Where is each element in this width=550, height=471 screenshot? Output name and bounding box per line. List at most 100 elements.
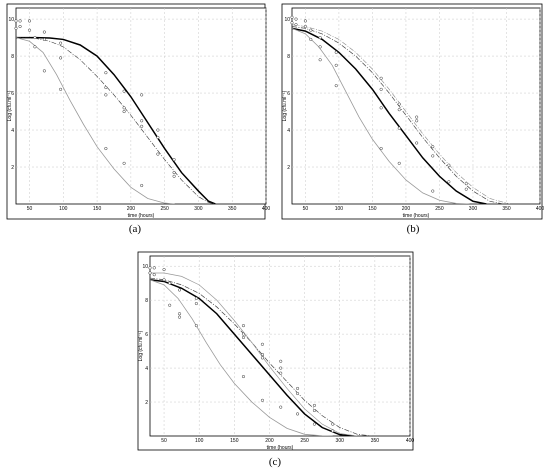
data-point (379, 146, 383, 151)
data-point (279, 366, 283, 370)
x-tick-label: 350 (502, 206, 511, 212)
x-tick-label: 150 (93, 206, 102, 212)
data-point (464, 182, 468, 186)
data-point (415, 115, 419, 119)
data-point (177, 288, 182, 292)
series-line-2 (150, 277, 372, 436)
data-point (168, 281, 172, 285)
data-point (177, 315, 182, 319)
y-tick-label: 2 (145, 400, 148, 406)
series-line-3 (16, 37, 175, 204)
data-point (156, 152, 160, 156)
data-point (290, 21, 294, 25)
data-point (431, 189, 435, 193)
x-tick-label: 400 (262, 206, 271, 212)
y-tick-label: 10 (142, 264, 148, 270)
x-tick-label: 250 (435, 206, 444, 212)
data-point (331, 429, 335, 433)
data-point (59, 41, 63, 45)
data-point (122, 161, 126, 165)
x-tick-label: 350 (228, 206, 237, 212)
data-point (27, 19, 32, 23)
data-point (140, 93, 144, 97)
data-point (27, 28, 32, 32)
data-point (379, 106, 383, 110)
series-line-1 (16, 36, 216, 204)
data-point (152, 273, 156, 277)
data-point (303, 19, 307, 23)
data-point (290, 15, 294, 19)
data-point (42, 37, 46, 41)
series-line-1 (150, 279, 354, 436)
data-point (59, 56, 63, 60)
data-point (294, 17, 298, 21)
x-tick-label: 200 (402, 206, 411, 212)
data-point (312, 403, 316, 407)
data-point (431, 145, 435, 149)
plot-area (15, 7, 267, 205)
data-point (279, 405, 283, 409)
y-tick-label: 6 (145, 332, 148, 338)
chart-panel-b: 50 100 150 200 250 300 350 400 2 4 6 8 10 time (hours… (281, 3, 544, 235)
data-point (194, 301, 198, 306)
data-point (397, 161, 401, 165)
data-point (122, 89, 126, 93)
series-line-1 (292, 27, 487, 204)
data-point (379, 76, 383, 80)
data-point (379, 87, 383, 91)
x-tick-label: 50 (161, 438, 167, 444)
x-tick-label: 300 (469, 206, 478, 212)
data-point (312, 422, 316, 426)
data-point (318, 36, 322, 40)
data-point (260, 342, 264, 346)
x-tick-label: 150 (368, 206, 377, 212)
data-point (279, 359, 283, 363)
series-line-3 (150, 272, 358, 436)
data-point (140, 119, 144, 123)
x-tick-label: 50 (303, 206, 309, 212)
data-point (260, 356, 264, 360)
data-point (148, 266, 152, 270)
data-point (140, 124, 144, 128)
x-tick-label: 100 (195, 438, 204, 444)
y-tick-label: 2 (287, 165, 290, 171)
data-point (312, 408, 316, 413)
y-tick-label: 8 (287, 54, 290, 60)
data-point (241, 332, 246, 336)
data-point (279, 371, 283, 375)
data-point (172, 171, 176, 175)
data-point (296, 391, 300, 396)
data-point (162, 278, 166, 282)
data-point (177, 312, 182, 316)
data-point (104, 85, 108, 90)
chart-panel-c: 50 100 150 200 250 300 350 400 2 4 6 8 10 time (hours… (137, 251, 414, 468)
data-point (415, 141, 419, 145)
data-point (318, 58, 322, 62)
data-point (104, 93, 108, 97)
x-tick-label: 200 (127, 206, 136, 212)
data-point (309, 28, 313, 32)
x-axis-label: time (hours) (403, 213, 430, 219)
y-tick-label: 8 (145, 298, 148, 304)
y-axis-label: Log (cfu.ml⁻¹) (282, 90, 288, 121)
x-tick-label: 350 (371, 438, 380, 444)
data-point (148, 271, 152, 275)
data-point (260, 398, 264, 402)
data-point (172, 158, 176, 162)
data-point (331, 422, 335, 426)
data-point (241, 324, 246, 328)
data-point (303, 24, 307, 29)
data-point (309, 37, 313, 41)
data-point (140, 183, 144, 188)
data-point (334, 63, 338, 67)
data-point (318, 45, 322, 49)
series-line-4 (150, 279, 333, 436)
y-tick-label: 4 (287, 128, 290, 134)
data-point (241, 335, 246, 340)
x-tick-label: 100 (335, 206, 344, 212)
data-point (241, 375, 246, 379)
y-tick-label: 2 (11, 165, 14, 171)
panel-label: (c) (269, 456, 282, 468)
data-point (122, 109, 126, 114)
data-point (168, 303, 172, 307)
